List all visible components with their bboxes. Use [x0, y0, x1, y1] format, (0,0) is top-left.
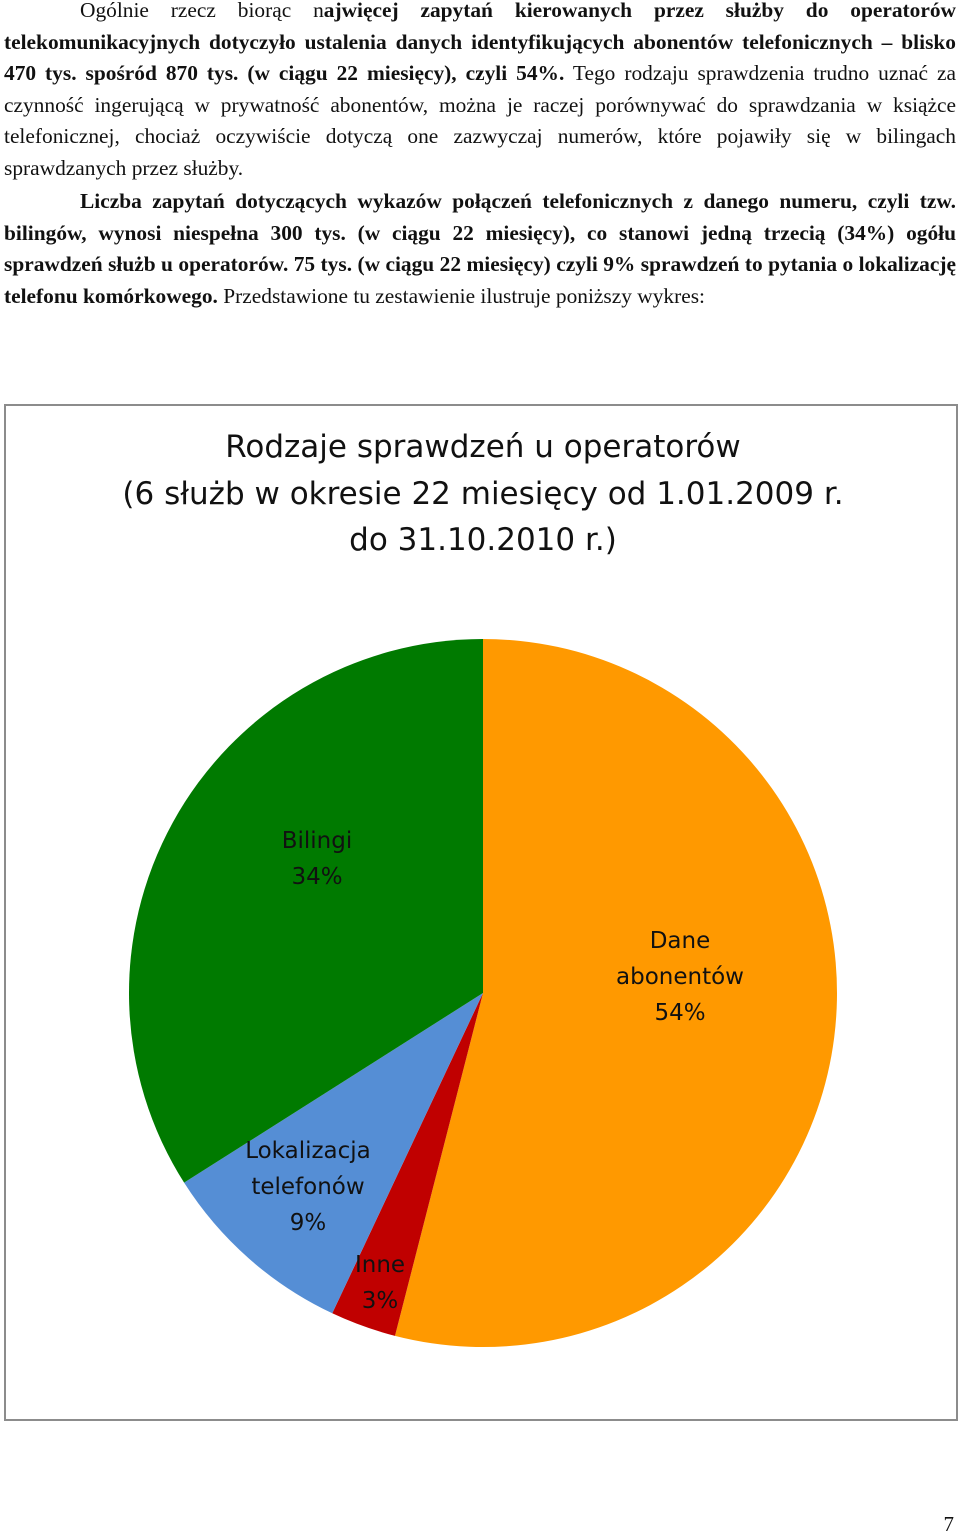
slice-label-1-line-1: Dane: [650, 928, 711, 954]
paragraph-1-segment-2: ajwięcej zapytań kierowanych przez służb…: [4, 0, 956, 86]
slice-label-3-line-1: Lokalizacja: [245, 1138, 371, 1164]
pie-slice-2: [332, 993, 483, 1336]
slice-label-4-line-2: 34%: [291, 864, 342, 890]
slice-label-4: Bilingi 34%: [282, 828, 353, 890]
slice-label-3: Lokalizacja telefonów 9%: [245, 1138, 371, 1236]
slice-label-3-line-3: 9%: [290, 1210, 327, 1236]
slice-label-2-line-1: Inne: [355, 1252, 405, 1278]
page-number: 7: [943, 1512, 955, 1536]
slice-label-1-line-3: 54%: [654, 1000, 705, 1026]
chart-title-line-1: Rodzaje sprawdzeń u operatorów: [225, 429, 741, 465]
slice-label-3-line-2: telefonów: [251, 1174, 364, 1200]
chart-title-line-2: (6 służb w okresie 22 miesięcy od 1.01.2…: [122, 475, 844, 512]
paragraph-2-segment-2: Przedstawione tu zestawienie ilustruje p…: [217, 283, 705, 308]
pie-slice-3: [184, 993, 483, 1314]
slice-label-2: Inne 3%: [355, 1252, 405, 1314]
chart-title: Rodzaje sprawdzeń u operatorów (6 służb …: [6, 424, 960, 564]
chart-frame: Rodzaje sprawdzeń u operatorów (6 służb …: [4, 404, 958, 1421]
paragraph-billing: Liczba zapytań dotyczących wykazów połąc…: [4, 186, 956, 312]
slice-label-1-line-2: abonentów: [616, 964, 744, 990]
slice-label-1: Dane abonentów 54%: [616, 928, 744, 1026]
paragraph-1-segment-3: Tego rodzaju sprawdzenia trudno uznać za…: [4, 61, 956, 180]
slice-label-4-line-1: Bilingi: [282, 828, 353, 854]
pie-chart: Dane abonentów 54% Inne 3% Lokalizacja telefon…: [129, 639, 837, 1347]
paragraph-1-segment-1: Ogólnie rzecz biorąc n: [80, 0, 324, 22]
pie-slice-1: [394, 639, 837, 1347]
paragraph-2-segment-1: Liczba zapytań dotyczących wykazów połąc…: [4, 189, 956, 308]
paragraph-intro: Ogólnie rzecz biorąc najwięcej zapytań k…: [4, 0, 956, 185]
pie-slice-4: [129, 639, 483, 1183]
slice-label-2-line-2: 3%: [362, 1288, 399, 1314]
chart-title-line-3: do 31.10.2010 r.): [349, 522, 617, 558]
